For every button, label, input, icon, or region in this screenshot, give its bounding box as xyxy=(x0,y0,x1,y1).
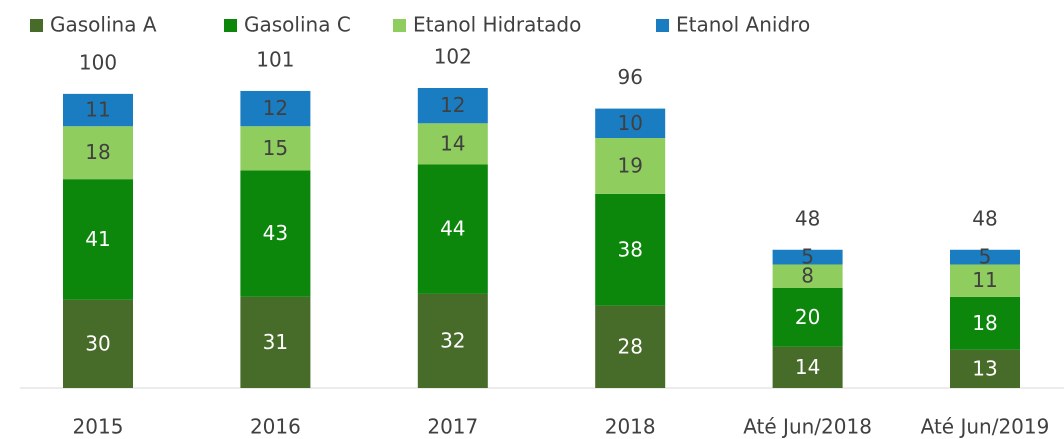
bar-segment xyxy=(63,93,133,127)
legend-swatch xyxy=(224,19,237,32)
legend-label: Gasolina A xyxy=(50,13,157,37)
total-label: 102 xyxy=(434,45,472,69)
bar-segment xyxy=(772,346,843,388)
data-label: 11 xyxy=(85,98,110,122)
bar-segment xyxy=(595,305,666,388)
x-tick-label: 2018 xyxy=(605,415,656,439)
legend-swatch xyxy=(30,19,43,32)
data-label: 8 xyxy=(801,264,814,288)
bar-segment xyxy=(63,299,133,388)
legend-swatch xyxy=(393,19,406,32)
data-label: 5 xyxy=(979,245,992,269)
total-label: 101 xyxy=(256,47,294,71)
data-label: 31 xyxy=(263,330,288,354)
bar-segment xyxy=(240,170,311,297)
data-label: 12 xyxy=(440,93,465,117)
bar-segment xyxy=(417,164,488,294)
bar-segment xyxy=(417,293,488,388)
bar-segment xyxy=(772,264,843,288)
data-label: 32 xyxy=(440,328,465,352)
data-label: 14 xyxy=(440,131,465,155)
bar-segment xyxy=(63,179,133,300)
bar-segment xyxy=(772,249,843,265)
data-label: 28 xyxy=(617,334,642,358)
bar-segment xyxy=(240,90,311,127)
data-label: 12 xyxy=(263,96,288,120)
data-label: 30 xyxy=(85,331,110,355)
bar-segment xyxy=(240,126,311,171)
data-label: 43 xyxy=(263,221,288,245)
bar-segment xyxy=(950,349,1020,388)
bar-segment xyxy=(950,249,1020,265)
data-label: 11 xyxy=(972,268,997,292)
total-label: 100 xyxy=(79,50,117,74)
x-tick-label: Até Jun/2019 xyxy=(921,415,1050,439)
data-label: 18 xyxy=(85,140,110,164)
data-label: 18 xyxy=(972,311,997,335)
bar-segment xyxy=(417,123,488,165)
x-tick-label: 2017 xyxy=(427,415,478,439)
data-label: 5 xyxy=(801,245,814,269)
x-tick-label: Até Jun/2018 xyxy=(743,415,872,439)
bar-segment xyxy=(950,264,1020,297)
total-label: 48 xyxy=(795,206,820,230)
legend-label: Gasolina C xyxy=(244,13,351,37)
data-label: 41 xyxy=(85,227,110,251)
data-label: 44 xyxy=(440,217,465,241)
legend-swatch xyxy=(656,19,669,32)
data-label: 14 xyxy=(795,355,820,379)
total-label: 96 xyxy=(617,65,642,89)
legend-label: Etanol Anidro xyxy=(676,13,810,37)
data-label: 38 xyxy=(617,237,642,261)
bar-segment xyxy=(417,88,488,124)
data-label: 15 xyxy=(263,136,288,160)
data-label: 10 xyxy=(617,111,642,135)
total-label: 48 xyxy=(972,206,997,230)
data-label: 19 xyxy=(617,153,642,177)
x-tick-label: 2015 xyxy=(73,415,124,439)
bar-segment xyxy=(772,288,843,347)
legend-label: Etanol Hidratado xyxy=(413,13,581,37)
data-label: 20 xyxy=(795,305,820,329)
bar-segment xyxy=(63,126,133,180)
bar-segment xyxy=(240,296,311,388)
bar-segment xyxy=(595,108,666,138)
x-tick-label: 2016 xyxy=(250,415,301,439)
data-label: 13 xyxy=(972,356,997,380)
bar-segment xyxy=(595,138,666,194)
bar-segment xyxy=(595,193,666,306)
bar-segment xyxy=(950,296,1020,350)
